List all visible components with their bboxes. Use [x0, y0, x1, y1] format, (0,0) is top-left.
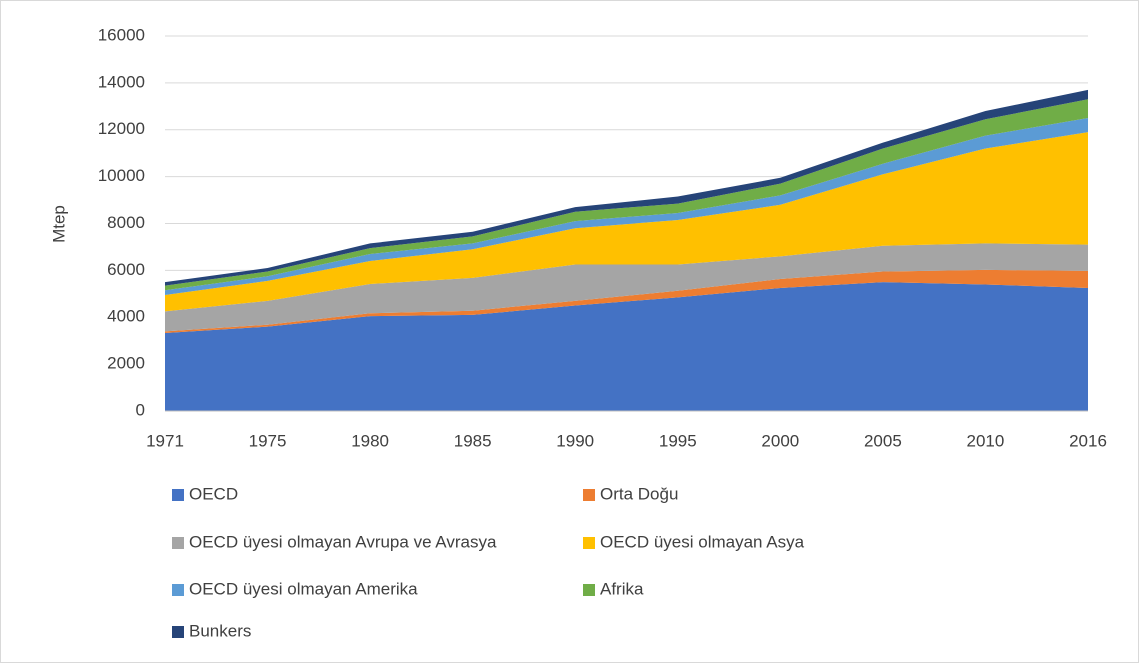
y-tick-label: 16000 — [98, 25, 145, 44]
y-tick-label: 4000 — [107, 307, 145, 326]
y-tick-label: 14000 — [98, 72, 145, 91]
y-tick-label: 8000 — [107, 213, 145, 232]
x-tick-label: 1971 — [146, 431, 184, 450]
area — [165, 282, 1088, 411]
legend-label: OECD — [189, 484, 238, 503]
area — [165, 269, 1088, 333]
x-tick-label: 2010 — [967, 431, 1005, 450]
legend-label: OECD üyesi olmayan Asya — [600, 532, 805, 551]
area — [165, 243, 1088, 332]
y-tick-label: 2000 — [107, 354, 145, 373]
legend-swatch — [583, 584, 595, 596]
area — [165, 89, 1088, 286]
y-tick-label: 10000 — [98, 166, 145, 185]
x-tick-label: 2005 — [864, 431, 902, 450]
y-tick-label: 0 — [136, 400, 145, 419]
area — [165, 99, 1088, 291]
legend-label: Bunkers — [189, 621, 251, 640]
y-tick-label: 6000 — [107, 260, 145, 279]
legend-swatch — [583, 537, 595, 549]
legend-swatch — [172, 489, 184, 501]
x-tick-label: 2000 — [761, 431, 799, 450]
area — [165, 132, 1088, 312]
legend-swatch — [172, 584, 184, 596]
legend-label: Afrika — [600, 579, 644, 598]
legend-label: OECD üyesi olmayan Avrupa ve Avrasya — [189, 532, 497, 551]
x-tick-label: 1980 — [351, 431, 389, 450]
x-tick-label: 1985 — [454, 431, 492, 450]
legend-label: OECD üyesi olmayan Amerika — [189, 579, 418, 598]
legend-swatch — [172, 626, 184, 638]
area — [165, 118, 1088, 295]
y-tick-label: 12000 — [98, 119, 145, 138]
x-tick-label: 1975 — [249, 431, 287, 450]
legend-label: Orta Doğu — [600, 484, 678, 503]
x-tick-label: 1995 — [659, 431, 697, 450]
x-tick-label: 2016 — [1069, 431, 1107, 450]
x-tick-label: 1990 — [556, 431, 594, 450]
legend-swatch — [583, 489, 595, 501]
y-axis-label: Mtep — [49, 205, 68, 243]
legend-swatch — [172, 537, 184, 549]
